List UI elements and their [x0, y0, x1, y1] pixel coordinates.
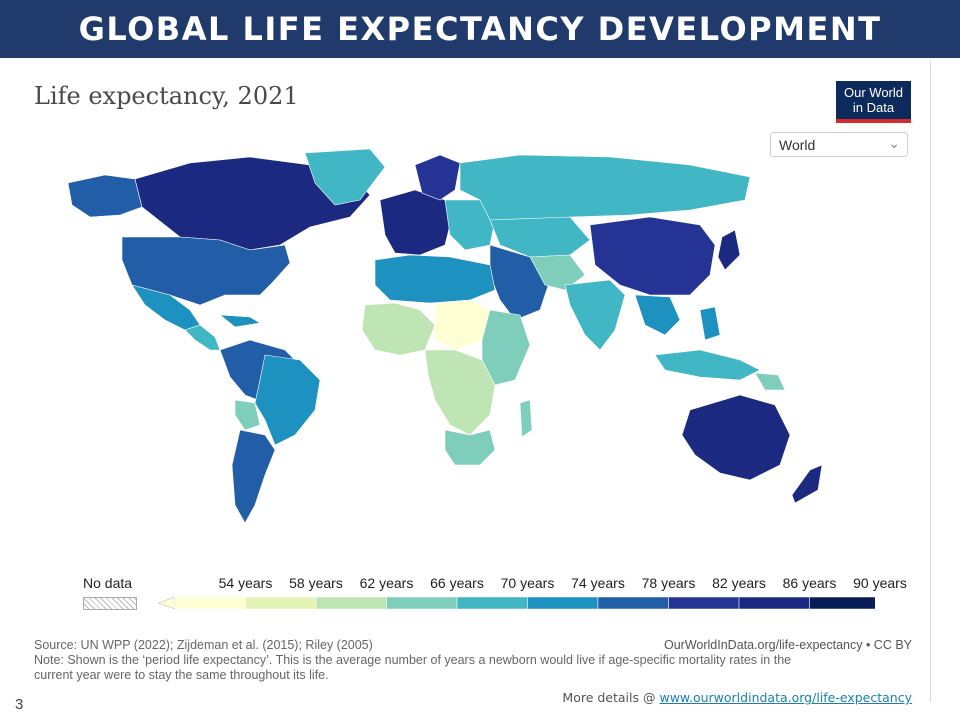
legend-tick-label: 82 years [712, 575, 766, 591]
region-new-zealand [791, 464, 823, 504]
region-japan [717, 229, 741, 271]
legend-swatch[interactable] [386, 596, 458, 610]
owid-logo[interactable]: Our World in Data [836, 81, 911, 123]
source-note: Source: UN WPP (2022); Zijdeman et al. (… [34, 638, 791, 683]
legend-tick-label: 90 years [853, 575, 907, 591]
legend-no-data-swatch [83, 597, 137, 610]
region-greenland [304, 148, 386, 206]
legend-swatch[interactable] [738, 596, 810, 610]
region-madagascar [519, 399, 533, 438]
legend-open-end-cap [157, 596, 176, 610]
region-china [589, 216, 716, 296]
region-russia [459, 154, 751, 226]
title-banner: GLOBAL LIFE EXPECTANCY DEVELOPMENT [0, 0, 960, 58]
note-line-1: Note: Shown is the ‘period life expectan… [34, 653, 792, 667]
legend-tick-label: 54 years [218, 575, 273, 591]
note-line-2: current year were to stay the same throu… [34, 668, 329, 682]
region-indonesia [654, 349, 761, 381]
region-papua-new-guinea [754, 372, 786, 391]
legend-no-data-label: No data [83, 575, 133, 591]
region-bolivia [234, 399, 261, 431]
logo-line-2: in Data [852, 100, 895, 115]
legend-tick-label: 70 years [500, 575, 555, 591]
chevron-down-icon: ⌄ [888, 135, 900, 151]
legend-swatch[interactable] [174, 596, 246, 610]
legend-tick-label: 86 years [782, 575, 837, 591]
region-central-africa [424, 349, 496, 436]
region-north-africa [374, 254, 496, 304]
region-east-africa [481, 309, 531, 386]
legend-swatch[interactable] [527, 596, 599, 610]
region-scandinavia [414, 154, 461, 201]
legend-swatch[interactable] [456, 596, 528, 610]
divider [930, 62, 931, 702]
legend-swatch[interactable] [809, 596, 876, 610]
region-dropdown-value: World [779, 137, 816, 153]
legend-tick-label: 58 years [289, 575, 343, 591]
legend-tick-label: 62 years [359, 575, 414, 591]
more-details-link[interactable]: www.ourworldindata.org/life-expectancy [659, 690, 912, 705]
legend-swatch[interactable] [315, 596, 387, 610]
region-caribbean [219, 314, 261, 328]
region-iran-afghanistan [529, 254, 586, 291]
slide-title: GLOBAL LIFE EXPECTANCY DEVELOPMENT [78, 10, 882, 48]
more-details: More details @ www.ourworldindata.org/li… [562, 690, 912, 705]
world-map[interactable] [50, 145, 880, 525]
region-australia [681, 394, 791, 481]
color-legend[interactable] [155, 595, 875, 611]
more-details-prefix: More details @ [562, 690, 660, 705]
region-southeast-asia [634, 294, 681, 336]
region-west-africa [361, 302, 436, 356]
region-india [564, 279, 626, 351]
region-alaska [67, 174, 143, 218]
page-number: 3 [15, 696, 24, 713]
legend-swatch[interactable] [245, 596, 317, 610]
legend-tick-label: 74 years [571, 575, 625, 591]
region-central-america [184, 324, 221, 351]
legend-swatch[interactable] [668, 596, 740, 610]
source-text: Source: UN WPP (2022); Zijdeman et al. (… [34, 638, 373, 652]
legend-tick-label: 66 years [430, 575, 484, 591]
region-brazil [254, 354, 321, 446]
region-southern-africa [444, 429, 496, 466]
legend-swatch[interactable] [597, 596, 669, 610]
region-argentina-chile [231, 429, 276, 524]
logo-line-1: Our World [844, 85, 903, 100]
region-philippines [699, 306, 721, 341]
chart-title: Life expectancy, 2021 [34, 82, 299, 110]
credit-text: OurWorldInData.org/life-expectancy • CC … [664, 638, 912, 652]
region-dropdown[interactable]: World ⌄ [770, 132, 908, 157]
legend-tick-label: 78 years [641, 575, 696, 591]
